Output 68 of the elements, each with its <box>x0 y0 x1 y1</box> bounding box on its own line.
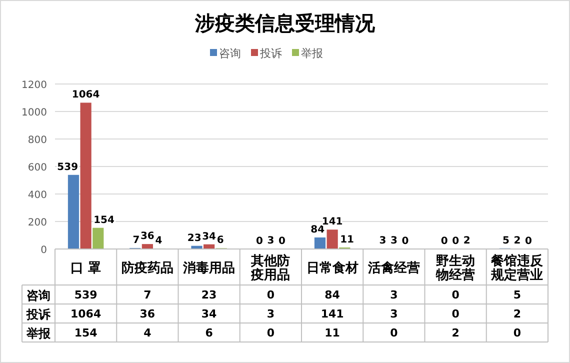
text: 5 <box>502 235 510 246</box>
legend-label: 投诉 <box>259 47 282 60</box>
text: 11 <box>340 234 354 246</box>
y-tick-label: 1200 <box>22 80 47 91</box>
text: 0 <box>524 236 532 247</box>
text: 1064 <box>72 90 100 101</box>
text: 34 <box>202 231 216 242</box>
x-tick-label: 野生动物经营 <box>435 254 476 284</box>
x-tick-label: 防疫药品 <box>121 260 174 276</box>
text: 3 <box>379 236 386 247</box>
x-tick-label: 活禽经营 <box>366 260 420 276</box>
x-tick-label: 消毒用品 <box>182 261 236 276</box>
data-label: 0 <box>452 308 460 320</box>
data-label: 0 <box>390 326 398 340</box>
text: 投诉 <box>26 308 50 322</box>
legend-label: 咨询 <box>219 47 241 60</box>
text: 539 <box>57 162 78 173</box>
data-label: 34 <box>201 308 218 320</box>
text: 咨询 <box>26 288 50 302</box>
data-label: 0 <box>452 288 460 302</box>
x-tick-label: 餐馆违反规定营业 <box>490 252 544 284</box>
data-label: 2 <box>452 326 460 340</box>
text: 6 <box>216 235 224 246</box>
data-label: 1064 <box>70 308 102 320</box>
legend-label: 举报 <box>301 47 323 60</box>
data-label: 0 <box>266 288 275 302</box>
text: 7 <box>132 235 140 246</box>
data-label: 84 <box>324 288 340 302</box>
text: 2 <box>463 236 470 247</box>
data-label: 0 <box>266 326 275 340</box>
text: 36 <box>140 231 154 242</box>
x-tick-label: 口 罩 <box>70 261 102 276</box>
text: 0 <box>256 236 263 247</box>
text: 2 <box>514 236 521 247</box>
y-tick-label: 200 <box>28 218 47 228</box>
text: 154 <box>94 214 114 226</box>
text: 3 <box>267 236 274 247</box>
text: 23 <box>187 232 202 244</box>
data-label: 3 <box>390 288 398 302</box>
text: 0 <box>402 236 409 247</box>
text: 0 <box>440 236 448 247</box>
text: 0 <box>278 236 286 247</box>
data-label: 6 <box>205 326 214 340</box>
data-label: 2 <box>513 308 522 320</box>
data-label: 0 <box>513 326 522 340</box>
y-tick-label: 1000 <box>22 108 47 118</box>
text: 3 <box>390 236 398 247</box>
y-tick-label: 0 <box>40 245 47 256</box>
x-tick-label: 日常食材 <box>306 261 358 276</box>
data-label: 141 <box>320 308 344 320</box>
text: 4 <box>155 235 162 246</box>
data-label: 23 <box>201 288 217 302</box>
data-label: 539 <box>74 288 98 302</box>
chart-title: 涉疫类信息受理情况 <box>194 11 376 35</box>
data-label: 4 <box>144 326 152 340</box>
data-label: 3 <box>390 308 398 320</box>
data-label: 7 <box>144 288 152 302</box>
text: 举报 <box>26 326 50 340</box>
y-tick-label: 400 <box>28 190 47 201</box>
y-tick-label: 800 <box>28 135 47 146</box>
data-label: 5 <box>513 288 522 302</box>
data-label: 36 <box>140 308 156 320</box>
data-label: 3 <box>266 308 275 320</box>
x-tick-label: 其他防疫用品 <box>250 252 290 284</box>
data-label: 154 <box>74 326 98 340</box>
y-tick-label: 600 <box>28 162 47 174</box>
data-label: 11 <box>324 326 340 340</box>
text: 0 <box>452 236 460 247</box>
